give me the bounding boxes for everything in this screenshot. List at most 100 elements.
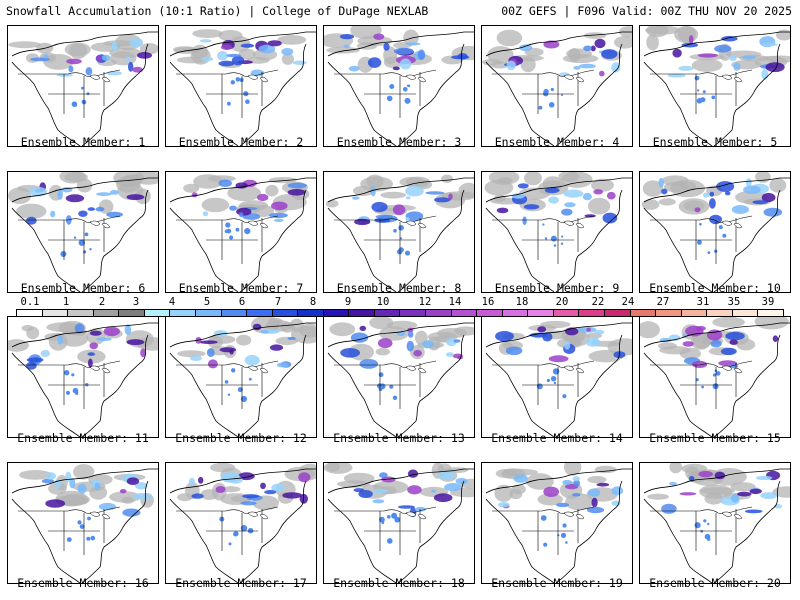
ensemble-member-map: [481, 316, 633, 438]
colorbar-swatch: [349, 310, 375, 316]
great-lakes: [721, 74, 743, 83]
colorbar-swatch: [477, 310, 503, 316]
great-lakes: [247, 220, 269, 229]
snowfall-shading: [494, 463, 624, 547]
map-title: Snowfall Accumulation (10:1 Ratio) | Col…: [6, 4, 429, 18]
great-lakes: [563, 365, 585, 374]
ensemble-member-label: Ensemble Member: 5: [652, 135, 778, 149]
colorbar-tick-label: 31: [696, 296, 710, 308]
coastline: [11, 31, 158, 146]
colorbar-swatch: [374, 310, 401, 316]
ensemble-member-map: [639, 316, 791, 438]
coastline: [169, 177, 316, 292]
ensemble-member-map: [323, 25, 475, 147]
colorbar-swatch: [17, 310, 43, 316]
ensemble-member-map: [481, 171, 633, 293]
ensemble-member-map: [165, 462, 317, 584]
colorbar-swatch: [93, 310, 120, 316]
colorbar-tick-label: 14: [448, 296, 462, 308]
snowfall-shading: [325, 174, 474, 256]
ensemble-member-map: [165, 25, 317, 147]
ensemble-member-label: Ensemble Member: 11: [17, 431, 149, 445]
ensemble-member-map: [639, 25, 791, 147]
snowfall-shading: [8, 172, 158, 257]
political-borders: [650, 69, 753, 118]
ensemble-member-map: [165, 316, 317, 438]
political-borders: [334, 69, 437, 118]
ensemble-member-label: Ensemble Member: 6: [20, 281, 146, 295]
snowfall-shading: [183, 174, 310, 240]
colorbar-swatch: [630, 310, 657, 316]
model-run-valid-time: 00Z GEFS | F096 Valid: 00Z THU NOV 20 20…: [501, 4, 792, 18]
coastline: [11, 468, 158, 583]
great-lakes: [405, 365, 427, 374]
snowfall-shading: [8, 320, 158, 395]
political-borders: [176, 69, 279, 118]
colorbar-swatch: [579, 310, 605, 316]
colorbar-tick-label: 7: [274, 296, 282, 308]
ensemble-member-label: Ensemble Member: 2: [178, 135, 304, 149]
colorbar-tick-label: 8: [309, 296, 317, 308]
ensemble-member-label: Ensemble Member: 19: [491, 576, 623, 590]
political-borders: [492, 506, 595, 555]
ensemble-member-label: Ensemble Member: 1: [20, 135, 146, 149]
snowfall-shading: [173, 29, 307, 106]
colorbar-swatch: [707, 310, 733, 316]
political-borders: [492, 360, 595, 409]
ensemble-member-label: Ensemble Member: 15: [649, 431, 781, 445]
ensemble-member-label: Ensemble Member: 7: [178, 281, 304, 295]
political-borders: [18, 69, 121, 118]
colorbar-swatch: [502, 310, 529, 316]
colorbar-tick-label: 22: [591, 296, 605, 308]
colorbar-swatch: [553, 310, 580, 316]
colorbar-tick-label: 10: [376, 296, 390, 308]
great-lakes: [89, 511, 111, 520]
great-lakes: [247, 365, 269, 374]
colorbar-tick-label: 9: [344, 296, 352, 308]
coastline: [327, 177, 474, 292]
ensemble-member-map: [481, 25, 633, 147]
ensemble-member-label: Ensemble Member: 16: [17, 576, 149, 590]
snowfall-shading: [177, 463, 316, 546]
colorbar-tick-label: 39: [761, 296, 775, 308]
ensemble-member-map: [7, 462, 159, 584]
ensemble-member-label: Ensemble Member: 10: [649, 281, 781, 295]
ensemble-member-label: Ensemble Member: 12: [175, 431, 307, 445]
colorbar-tick-label: 12: [418, 296, 432, 308]
political-borders: [334, 506, 437, 555]
colorbar-tick-label: 6: [238, 296, 246, 308]
coastline: [11, 322, 158, 437]
political-borders: [18, 215, 121, 264]
colorbar-tick-label: 2: [98, 296, 106, 308]
colorbar-tick-label: 16: [481, 296, 495, 308]
ensemble-member-label: Ensemble Member: 20: [649, 576, 781, 590]
great-lakes: [247, 74, 269, 83]
political-borders: [492, 69, 595, 118]
colorbar-swatch: [758, 310, 783, 316]
great-lakes: [721, 365, 743, 374]
colorbar-swatch: [681, 310, 708, 316]
great-lakes: [721, 220, 743, 229]
political-borders: [334, 215, 437, 264]
great-lakes: [89, 365, 111, 374]
colorbar-swatch: [144, 310, 171, 316]
ensemble-member-label: Ensemble Member: 4: [494, 135, 620, 149]
colorbar-tick-label: 18: [515, 296, 529, 308]
colorbar-swatch: [400, 310, 426, 316]
ensemble-member-label: Ensemble Member: 13: [333, 431, 465, 445]
political-borders: [176, 215, 279, 264]
great-lakes: [563, 220, 585, 229]
colorbar-swatch: [119, 310, 145, 316]
great-lakes: [247, 511, 269, 520]
ensemble-member-map: [7, 25, 159, 147]
colorbar-swatch: [426, 310, 452, 316]
great-lakes: [89, 220, 111, 229]
ensemble-member-label: Ensemble Member: 18: [333, 576, 465, 590]
colorbar-tick-label: 3: [132, 296, 140, 308]
colorbar-swatch: [272, 310, 299, 316]
colorbar-swatch: [221, 310, 248, 316]
ensemble-member-map: [323, 316, 475, 438]
colorbar-tick-label: 4: [168, 296, 176, 308]
political-borders: [176, 506, 279, 555]
coastline: [327, 31, 474, 146]
